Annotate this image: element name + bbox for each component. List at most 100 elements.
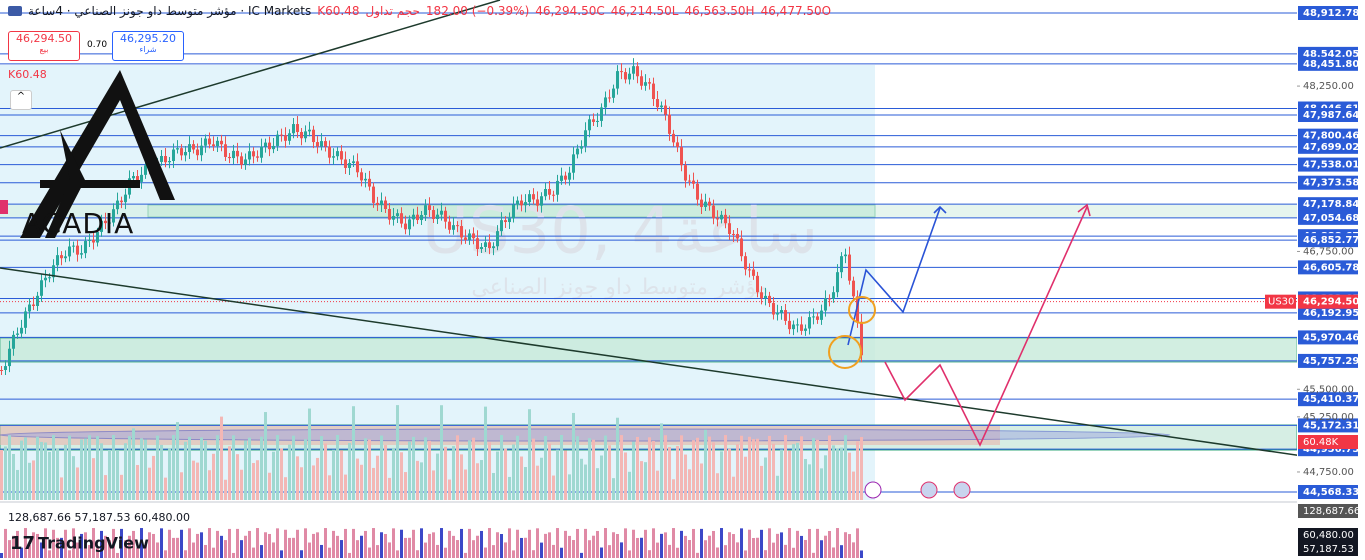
candle bbox=[788, 320, 791, 330]
volume-bar-lower bbox=[640, 537, 643, 558]
volume-bar-lower bbox=[248, 530, 251, 558]
volume-bar-lower bbox=[132, 530, 135, 558]
candle bbox=[680, 147, 683, 166]
volume-bar bbox=[808, 464, 811, 500]
candle bbox=[832, 292, 835, 299]
candle bbox=[204, 138, 207, 146]
volume-tag-bg bbox=[1298, 435, 1358, 449]
candle bbox=[12, 334, 15, 349]
candle bbox=[352, 161, 355, 164]
candle bbox=[492, 246, 495, 249]
level-label-bg bbox=[1298, 139, 1358, 154]
volume-bar-lower bbox=[420, 528, 423, 558]
volume-bar bbox=[284, 477, 287, 500]
candle bbox=[260, 146, 263, 158]
volume-bar-lower bbox=[720, 528, 723, 558]
candle bbox=[852, 280, 855, 297]
candle bbox=[560, 175, 563, 181]
volume-bar bbox=[648, 437, 651, 500]
last-price-label: 46,294.50 bbox=[1303, 297, 1359, 308]
volume-bar bbox=[144, 439, 147, 500]
candle bbox=[220, 140, 223, 145]
volume-bar bbox=[568, 474, 571, 500]
candle bbox=[720, 214, 723, 220]
volume-bar-lower bbox=[296, 529, 299, 558]
volume-bar-lower bbox=[428, 533, 431, 558]
candle bbox=[608, 97, 611, 99]
volume-bar-lower bbox=[228, 528, 231, 558]
volume-bar bbox=[632, 441, 635, 500]
volume-bar-lower bbox=[612, 532, 615, 558]
candle bbox=[316, 142, 319, 147]
volume-axis-label: 128,687.66 bbox=[1303, 506, 1360, 517]
level-label: 47,538.01 bbox=[1303, 160, 1359, 171]
axis-labels: 48,912.7848,542.0548,451.8048,046.6147,9… bbox=[1297, 6, 1360, 556]
projection bbox=[847, 207, 941, 346]
candle bbox=[604, 97, 607, 108]
candle bbox=[328, 146, 331, 158]
candle bbox=[380, 200, 383, 206]
candle bbox=[728, 223, 731, 234]
volume-bar-lower bbox=[348, 552, 351, 558]
candle bbox=[584, 130, 587, 147]
volume-bar bbox=[168, 448, 171, 500]
candle bbox=[808, 317, 811, 329]
candle bbox=[448, 221, 451, 230]
candle bbox=[640, 76, 643, 86]
candle bbox=[776, 312, 779, 315]
candle bbox=[112, 209, 115, 223]
volume-bar bbox=[180, 472, 183, 500]
level-label-bg bbox=[1298, 260, 1358, 275]
collapse-button[interactable]: ^ bbox=[10, 90, 32, 110]
candle bbox=[284, 135, 287, 141]
tick-label: 46,750.00 bbox=[1303, 246, 1354, 257]
volume-bar bbox=[176, 422, 179, 500]
volume-bar-lower bbox=[56, 537, 59, 558]
volume-bar-lower bbox=[312, 533, 315, 558]
volume-bar-lower bbox=[192, 542, 195, 558]
logo-mark bbox=[20, 70, 175, 238]
candle bbox=[704, 201, 707, 207]
candle bbox=[176, 148, 179, 150]
volume-bar-lower bbox=[20, 547, 23, 558]
volume-bar bbox=[608, 445, 611, 500]
volume-bar bbox=[188, 436, 191, 500]
candle bbox=[136, 176, 139, 182]
candle bbox=[828, 298, 831, 300]
volume-bar bbox=[160, 444, 163, 500]
volume bbox=[0, 405, 863, 558]
volume-bar-lower bbox=[644, 529, 647, 558]
volume-bar bbox=[460, 454, 463, 500]
volume-bar bbox=[256, 460, 259, 500]
candle bbox=[836, 272, 839, 293]
volume-bar-lower bbox=[740, 528, 743, 558]
volume-bar bbox=[348, 443, 351, 500]
volume-bar bbox=[332, 449, 335, 500]
volume-bar-lower bbox=[520, 537, 523, 558]
candle bbox=[40, 280, 43, 296]
volume-bar bbox=[124, 443, 127, 500]
candle bbox=[404, 223, 407, 230]
volume-bar-lower bbox=[164, 550, 167, 558]
volume-bar-lower bbox=[8, 540, 11, 558]
volume-bar-lower bbox=[160, 528, 163, 558]
volume-bar bbox=[56, 448, 59, 500]
volume-bar bbox=[16, 469, 19, 500]
level-label: 47,987.64 bbox=[1303, 110, 1359, 121]
volume-bar bbox=[400, 452, 403, 500]
level-label-bg bbox=[1298, 128, 1358, 143]
volume-bar-lower bbox=[760, 529, 763, 558]
candle bbox=[516, 200, 519, 205]
levels bbox=[0, 12, 1297, 493]
volume-bar bbox=[576, 436, 579, 500]
candle bbox=[8, 348, 11, 367]
volume-bar-lower bbox=[672, 528, 675, 558]
volume-bar bbox=[544, 436, 547, 500]
candle bbox=[792, 324, 795, 330]
volume-bar bbox=[588, 438, 591, 500]
sell-button[interactable]: 46,294.50 بيع bbox=[8, 31, 80, 61]
volume-bar bbox=[4, 446, 7, 500]
candle bbox=[360, 172, 363, 181]
level-label: 48,912.78 bbox=[1303, 8, 1359, 19]
buy-button[interactable]: 46,295.20 شراء bbox=[112, 31, 184, 61]
